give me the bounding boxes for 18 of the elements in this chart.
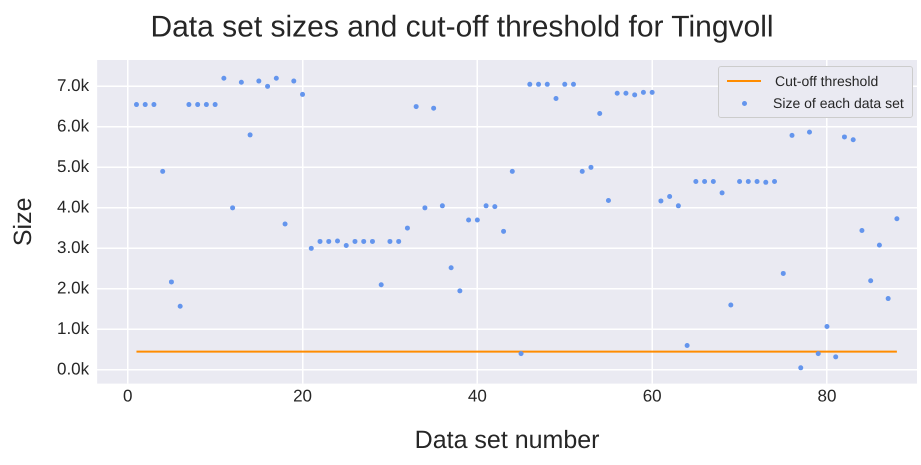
legend-label: Size of each data set [773, 94, 904, 113]
y-tick-label: 1.0k [56, 319, 90, 338]
legend-label: Cut-off threshold [775, 72, 878, 91]
y-tick-label: 3.0k [56, 238, 90, 258]
chart-title: Data set sizes and cut-off threshold for Tingvoll [150, 10, 774, 44]
x-tick-label: 0 [122, 386, 132, 406]
y-tick-label: 4.0k [56, 198, 90, 217]
y-axis-title: Size [8, 197, 37, 246]
x-tick-label: 40 [468, 386, 487, 406]
y-tick-label: 6.0k [56, 116, 90, 136]
x-tick-label: 80 [818, 386, 836, 406]
y-tick-label: 0.0k [56, 360, 90, 379]
y-tick-label: 7.0k [56, 76, 90, 96]
x-axis-title: Data set number [414, 426, 600, 454]
y-tick-label: 2.0k [56, 278, 90, 298]
x-tick-label: 20 [293, 386, 312, 406]
x-tick-label: 60 [642, 386, 662, 406]
y-tick-label: 5.0k [56, 157, 90, 176]
